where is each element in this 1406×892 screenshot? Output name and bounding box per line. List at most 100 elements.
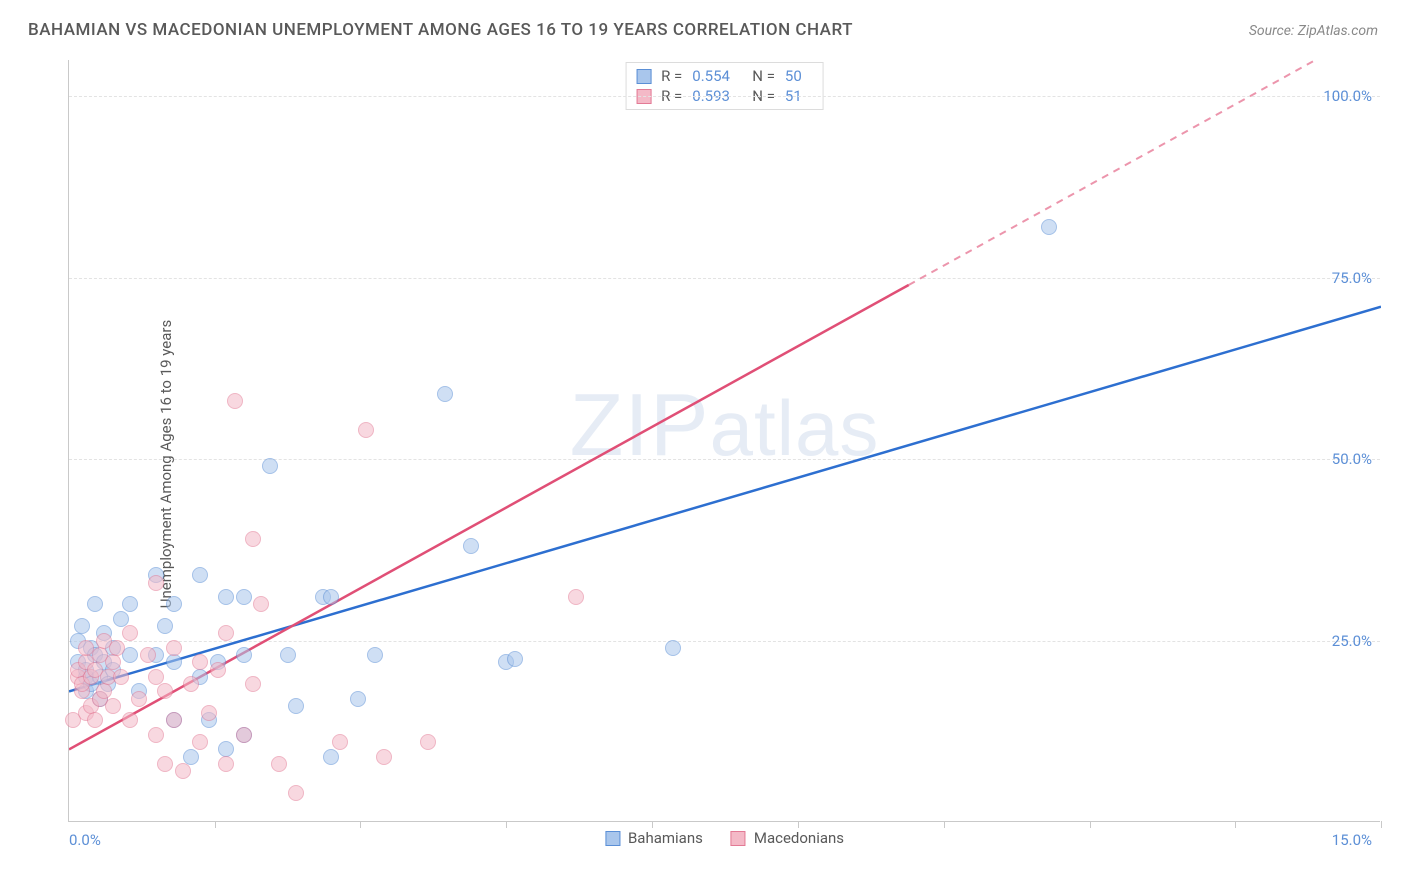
scatter-point [280, 647, 296, 663]
scatter-point [122, 625, 138, 641]
scatter-point [271, 756, 287, 772]
x-tick-mark [360, 821, 361, 828]
x-tick-mark [798, 821, 799, 828]
n-value: 50 [785, 67, 813, 85]
gridline-h [69, 278, 1380, 279]
scatter-point [96, 683, 112, 699]
scatter-point [507, 651, 523, 667]
scatter-point [192, 567, 208, 583]
chart-header: BAHAMIAN VS MACEDONIAN UNEMPLOYMENT AMON… [0, 0, 1406, 50]
legend-label: Bahamians [628, 829, 703, 847]
x-tick-mark [1381, 821, 1382, 828]
legend-row: R = 0.554 N = 50 [636, 66, 813, 86]
scatter-point [74, 618, 90, 634]
scatter-point [323, 589, 339, 605]
correlation-legend: R =0.554N =50R =0.593N =51 [625, 62, 824, 110]
scatter-point [463, 538, 479, 554]
scatter-point [166, 640, 182, 656]
x-tick-mark [215, 821, 216, 828]
chart-container: Unemployment Among Ages 16 to 19 years Z… [50, 54, 1390, 874]
scatter-point [109, 640, 125, 656]
r-value: 0.554 [692, 67, 742, 85]
scatter-point [358, 422, 374, 438]
scatter-point [367, 647, 383, 663]
scatter-point [437, 386, 453, 402]
scatter-point [157, 618, 173, 634]
y-tick-label: 25.0% [1332, 632, 1372, 650]
y-tick-label: 75.0% [1332, 269, 1372, 287]
scatter-point [288, 785, 304, 801]
legend-swatch [731, 831, 746, 846]
x-tick-max: 15.0% [1332, 831, 1372, 849]
scatter-point [122, 596, 138, 612]
scatter-point [175, 763, 191, 779]
legend-item: Macedonians [731, 829, 844, 847]
scatter-point [157, 683, 173, 699]
chart-source: Source: ZipAtlas.com [1249, 23, 1378, 39]
scatter-point [568, 589, 584, 605]
scatter-point [665, 640, 681, 656]
scatter-point [218, 625, 234, 641]
legend-swatch [636, 69, 651, 84]
scatter-point [245, 676, 261, 692]
x-tick-mark [1090, 821, 1091, 828]
scatter-point [113, 669, 129, 685]
scatter-point [236, 727, 252, 743]
scatter-point [227, 393, 243, 409]
x-tick-mark [506, 821, 507, 828]
series-legend: Bahamians Macedonians [605, 829, 844, 847]
chart-title: BAHAMIAN VS MACEDONIAN UNEMPLOYMENT AMON… [28, 20, 853, 40]
gridline-h [69, 96, 1380, 97]
scatter-point [105, 698, 121, 714]
scatter-point [350, 691, 366, 707]
scatter-point [183, 676, 199, 692]
legend-swatch [605, 831, 620, 846]
scatter-point [218, 589, 234, 605]
regression-lines [69, 60, 1381, 822]
scatter-point [148, 575, 164, 591]
scatter-point [105, 654, 121, 670]
scatter-point [420, 734, 436, 750]
y-tick-label: 50.0% [1332, 450, 1372, 468]
x-tick-mark [944, 821, 945, 828]
scatter-point [122, 712, 138, 728]
scatter-point [87, 596, 103, 612]
scatter-point [288, 698, 304, 714]
watermark: ZIPatlas [570, 374, 880, 476]
scatter-point [192, 654, 208, 670]
legend-item: Bahamians [605, 829, 703, 847]
scatter-point [201, 705, 217, 721]
scatter-point [131, 691, 147, 707]
scatter-point [113, 611, 129, 627]
scatter-point [323, 749, 339, 765]
scatter-point [166, 712, 182, 728]
plot-area: ZIPatlas R =0.554N =50R =0.593N =51 Baha… [68, 60, 1380, 822]
scatter-point [376, 749, 392, 765]
r-label: R = [661, 67, 682, 85]
gridline-h [69, 641, 1380, 642]
scatter-point [236, 647, 252, 663]
scatter-point [148, 727, 164, 743]
scatter-point [253, 596, 269, 612]
scatter-point [166, 654, 182, 670]
scatter-point [166, 596, 182, 612]
scatter-point [157, 756, 173, 772]
scatter-point [332, 734, 348, 750]
scatter-point [245, 531, 261, 547]
scatter-point [236, 589, 252, 605]
n-label: N = [752, 67, 775, 85]
x-tick-mark [1235, 821, 1236, 828]
scatter-point [218, 756, 234, 772]
legend-label: Macedonians [754, 829, 844, 847]
scatter-point [262, 458, 278, 474]
scatter-point [210, 662, 226, 678]
x-tick-mark [652, 821, 653, 828]
scatter-point [192, 734, 208, 750]
scatter-point [148, 669, 164, 685]
scatter-point [183, 749, 199, 765]
x-tick-min: 0.0% [69, 831, 101, 849]
scatter-point [140, 647, 156, 663]
scatter-point [1041, 219, 1057, 235]
scatter-point [87, 712, 103, 728]
y-tick-label: 100.0% [1323, 87, 1372, 105]
